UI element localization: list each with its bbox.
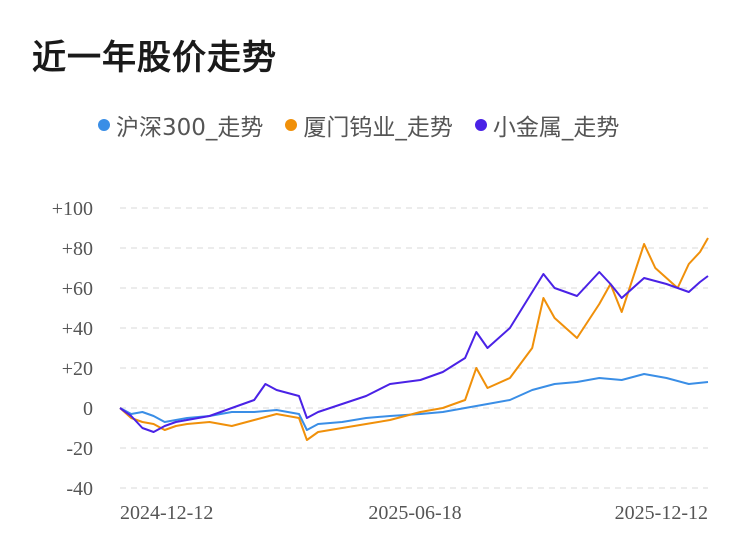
- y-tick-label: 0: [83, 398, 93, 420]
- y-tick-label: +80: [62, 238, 93, 260]
- y-tick-label: -40: [66, 478, 93, 500]
- y-tick-label: -20: [66, 438, 93, 460]
- y-tick-label: +60: [62, 278, 93, 300]
- x-tick-label: 2025-12-12: [615, 502, 708, 524]
- legend-item-xjs[interactable]: 小金属_走势: [474, 108, 620, 142]
- legend-label-hs300: 沪深300_走势: [116, 115, 264, 141]
- legend-dot-hs300: [98, 119, 110, 131]
- legend-label-xjs: 小金属_走势: [492, 115, 620, 141]
- line-series-xmwy: [119, 237, 709, 441]
- chart-title: 近一年股价走势: [32, 38, 277, 78]
- y-tick-label: +100: [52, 198, 93, 220]
- line-series-xjs: [119, 271, 709, 433]
- legend-item-hs300[interactable]: 沪深300_走势: [98, 108, 263, 142]
- legend-dot-xjs: [474, 119, 487, 131]
- x-tick-label: 2025-06-18: [368, 502, 461, 524]
- y-tick-label: +40: [62, 318, 93, 340]
- legend-item-xmwy[interactable]: 厦门钨业_走势: [285, 108, 453, 142]
- legend-label-xmwy: 厦门钨业_走势: [303, 115, 453, 141]
- legend: 沪深300_走势 厦门钨业_走势 小金属_走势: [98, 108, 641, 142]
- y-tick-label: +20: [62, 358, 93, 380]
- x-tick-label: 2024-12-12: [120, 502, 213, 524]
- line-series-hs300: [119, 373, 709, 431]
- legend-dot-xmwy: [285, 119, 298, 131]
